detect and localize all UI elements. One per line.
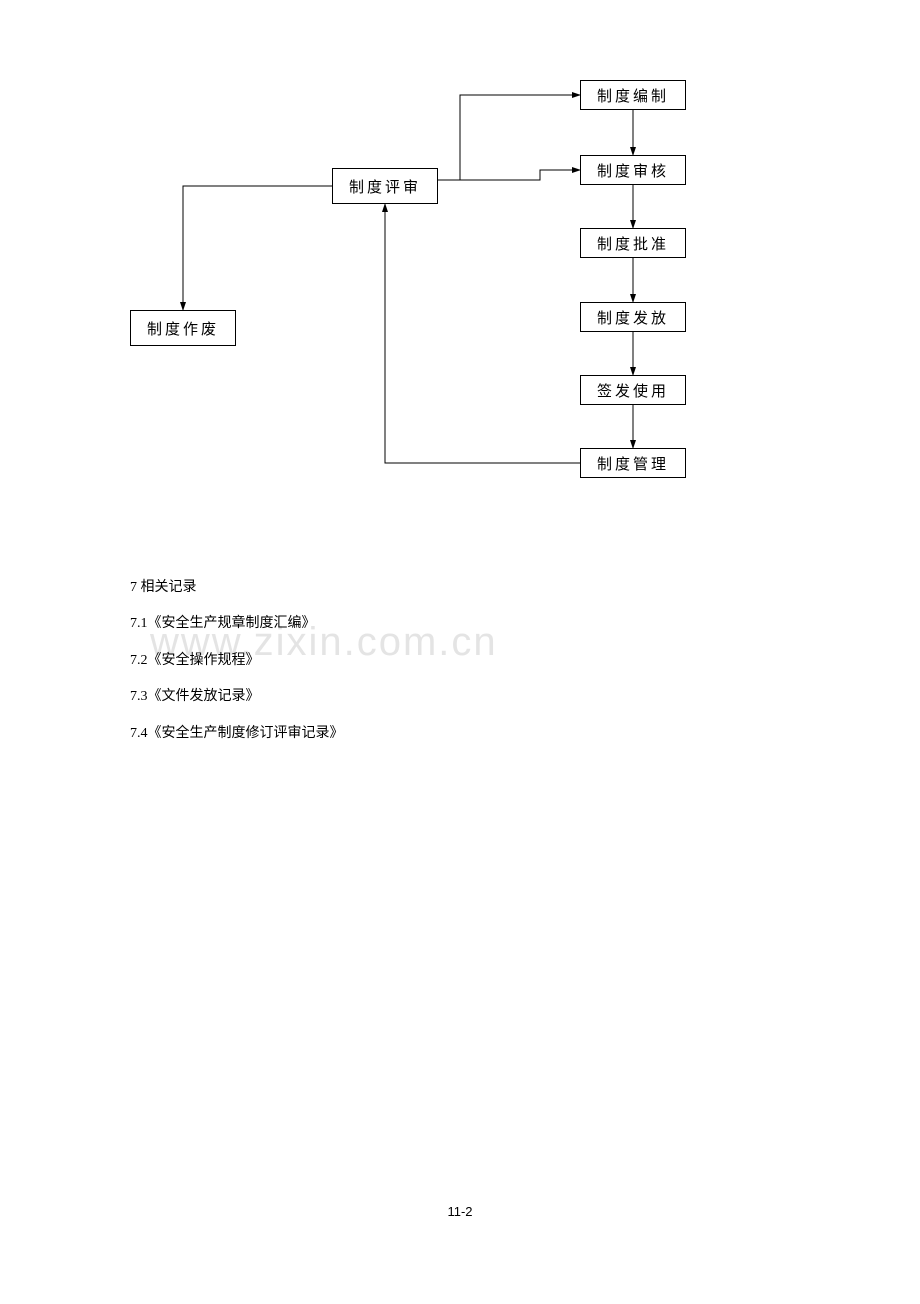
flowchart-edges	[0, 0, 920, 500]
flowchart-node-abolish: 制度作废	[130, 310, 236, 346]
list-item: 7.3《文件发放记录》	[130, 679, 344, 715]
flowchart-node-review: 制度评审	[332, 168, 438, 204]
section-heading: 7 相关记录	[130, 570, 344, 606]
related-records-section: 7 相关记录 7.1《安全生产规章制度汇编》 7.2《安全操作规程》 7.3《文…	[130, 570, 344, 752]
flowchart-node-audit: 制度审核	[580, 155, 686, 185]
flowchart-node-release: 制度发放	[580, 302, 686, 332]
flowchart-node-manage: 制度管理	[580, 448, 686, 478]
flowchart-container: 制度评审 制度编制制度审核制度批准制度发放签发使用制度管理 制度作废	[0, 0, 920, 500]
page-number: 11-2	[0, 1204, 920, 1219]
flowchart-node-compile: 制度编制	[580, 80, 686, 110]
list-item: 7.4《安全生产制度修订评审记录》	[130, 716, 344, 752]
list-item: 7.2《安全操作规程》	[130, 643, 344, 679]
list-item: 7.1《安全生产规章制度汇编》	[130, 606, 344, 642]
flowchart-node-issue: 签发使用	[580, 375, 686, 405]
flowchart-node-approve: 制度批准	[580, 228, 686, 258]
